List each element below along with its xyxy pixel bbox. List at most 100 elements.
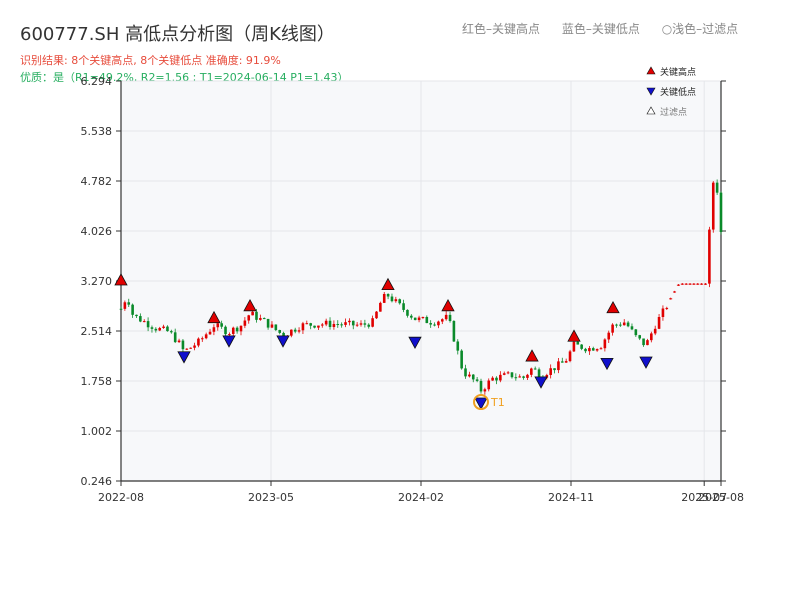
candle-body [293,329,297,332]
candle-body [359,323,363,325]
y-tick-label: 4.782 [81,175,113,188]
candle-body [406,309,409,316]
candle-body [413,317,417,321]
t1-label: T1 [490,396,505,409]
candle-body [228,333,231,335]
key-low-marker [534,376,548,389]
candle-body [460,350,463,369]
candle-body [386,293,390,297]
candle-body [549,368,552,375]
legend-filtered-icon [646,106,656,115]
y-tick-label: 4.026 [81,225,113,238]
candle-body [704,283,708,285]
candle-body [158,328,162,331]
candle-body [328,320,332,328]
candle-body [173,332,177,343]
candle-body [340,324,343,326]
candle-body [255,311,258,320]
x-tick-label: 2022-08 [98,491,144,504]
candle-body [603,339,607,349]
x-tick-label: 2025-07 [681,491,727,504]
candle-body [320,324,324,326]
key-high-marker [525,349,539,362]
candle-body [379,302,382,312]
top-legend-filtered: ○浅色–过滤点 [661,22,739,36]
candle-body [324,320,328,325]
candle-body [692,283,696,285]
candle-body [479,380,483,392]
candle-body [665,307,669,309]
t1-marker [473,394,489,411]
candle-body [491,377,494,381]
candle-body [243,320,247,326]
candle-body [131,304,134,315]
key-low-marker [222,335,236,348]
key-high-marker [441,298,455,312]
candle-body [673,291,677,293]
key-low-marker [639,356,653,369]
y-tick-label: 6.294 [81,75,113,88]
candle-body [251,311,254,316]
legend-high-icon [646,66,656,75]
legend-label: 过滤点 [660,106,687,118]
candle-body [715,182,719,193]
candle-body [189,347,192,349]
candle-body [317,325,320,328]
candle-body [642,338,645,346]
candle-body [688,283,692,285]
candle-body [193,345,196,348]
top-legend: 红色–关键高点 蓝色–关键低点 ○浅色–过滤点 [462,20,756,37]
candle-body [522,376,525,378]
candle-body [464,368,467,377]
candle-body [684,283,688,285]
candle-body [607,332,611,340]
candle-body [348,320,351,323]
candle-body [177,340,181,343]
key-high-marker [207,310,221,324]
candle-body [657,316,661,329]
candle-body [530,368,533,375]
candle-body [142,321,146,323]
candle-body [301,323,305,331]
candle-body [185,348,189,350]
legend-label: 关键低点 [660,86,696,98]
candle-body [448,314,452,322]
candle-body [615,324,618,326]
candle-body [676,284,680,286]
candle-body [274,324,278,331]
candle-body [398,299,402,304]
candle-body [220,323,223,327]
candle-body [231,327,235,334]
key-high-marker [114,273,128,286]
candle-body [278,330,282,333]
candle-body [208,331,212,335]
candle-body [634,329,638,336]
x-tick-label: 2024-02 [398,491,444,504]
candle-body [247,315,251,321]
candle-body [429,323,432,325]
candle-body [170,331,173,333]
legend-label: 关键高点 [660,66,696,78]
candle-body [495,377,498,381]
candle-body [262,318,266,320]
candle-body [150,327,154,329]
candle-body [584,348,587,352]
candle-body [332,323,336,328]
candle-body [371,318,374,327]
candle-body [572,341,576,352]
candle-body [336,323,340,325]
candle-body [363,323,367,325]
y-tick-label: 1.758 [81,375,113,388]
candle-body [154,328,158,331]
candle-body [564,361,568,363]
candle-body [514,377,518,379]
candle-body [568,351,572,362]
candle-body [599,348,603,350]
candle-body [708,229,711,284]
y-tick-label: 5.538 [81,125,113,138]
candle-body [200,338,204,340]
candle-body [696,283,700,285]
candle-body [351,320,355,326]
candle-body [290,329,293,336]
candle-body [487,380,491,390]
